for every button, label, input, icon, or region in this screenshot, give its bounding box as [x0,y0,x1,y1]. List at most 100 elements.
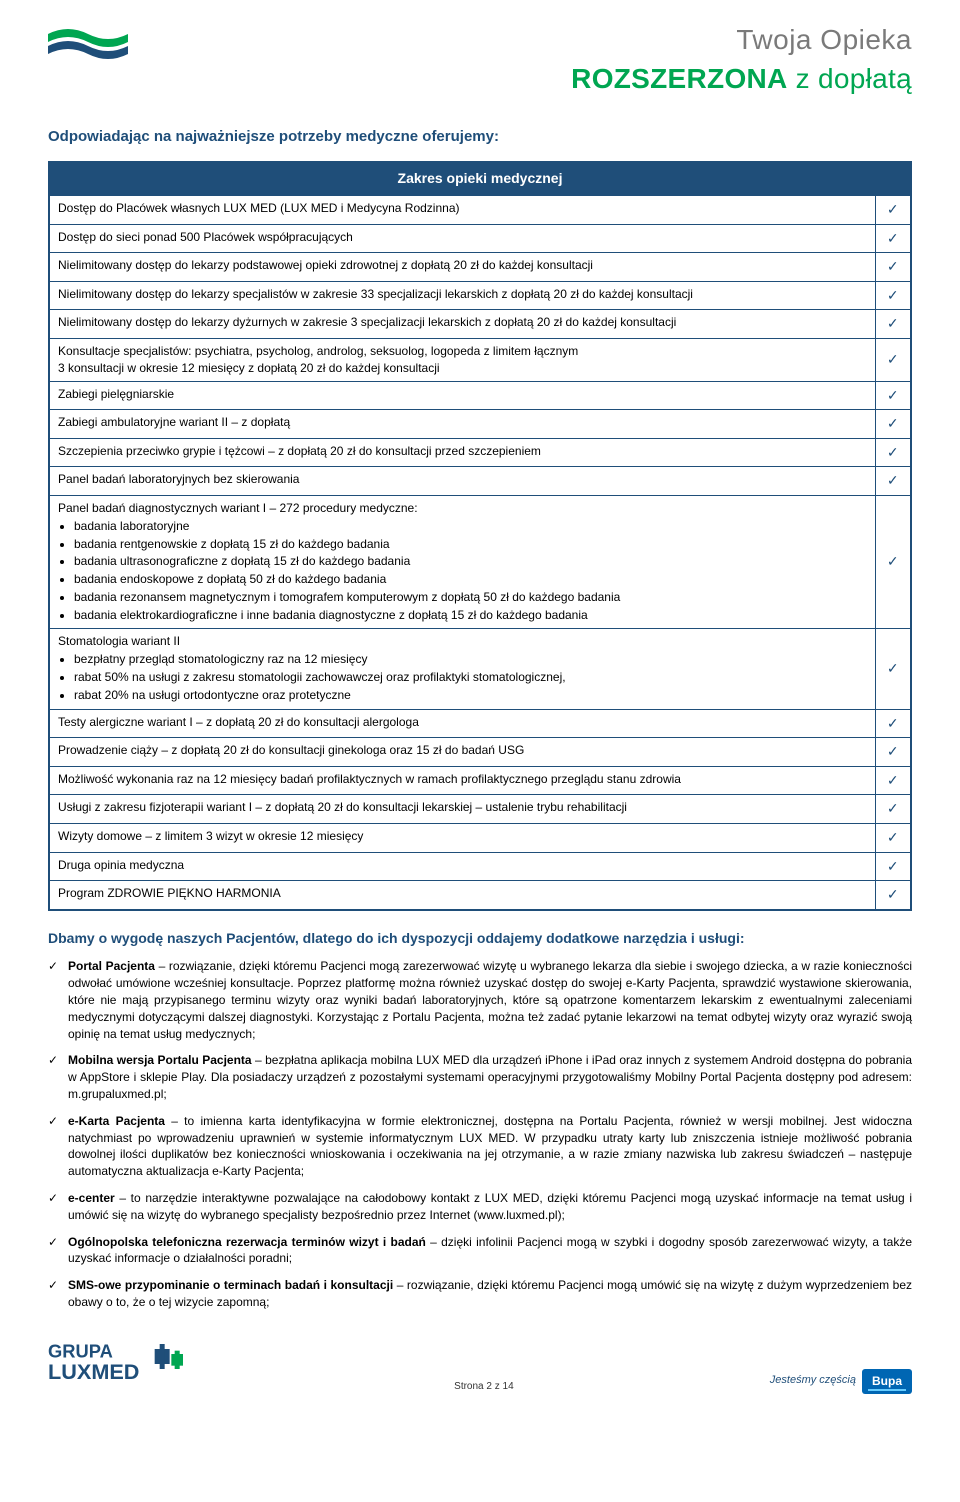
table-cell-check: ✓ [875,824,911,853]
intro-heading: Odpowiadając na najważniejsze potrzeby m… [48,126,912,147]
table-cell-text: Program ZDROWIE PIĘKNO HARMONIA [49,881,875,910]
tools-item-body: – rozwiązanie, dzięki któremu Pacjenci m… [68,959,912,1040]
page: Twoja Opieka ROZSZERZONA z dopłatą Odpow… [0,0,960,1434]
table-cell-check: ✓ [875,709,911,738]
table-row: Stomatologia wariant IIbezpłatny przeglą… [49,629,911,709]
table-cell-text: Możliwość wykonania raz na 12 miesięcy b… [49,766,875,795]
tools-item-lead: e-center [68,1191,115,1205]
table-row: Nielimitowany dostęp do lekarzy dyżurnyc… [49,310,911,339]
table-cell-check: ✓ [875,629,911,709]
table-row: Nielimitowany dostęp do lekarzy specjali… [49,281,911,310]
table-cell-check: ✓ [875,467,911,496]
table-cell-check: ✓ [875,852,911,881]
cell-bullets: badania laboratoryjnebadania rentgenowsk… [74,518,867,624]
table-cell-text: Stomatologia wariant IIbezpłatny przeglą… [49,629,875,709]
bullet-item: badania ultrasonograficzne z dopłatą 15 … [74,553,867,570]
tools-item-body: – to narzędzie interaktywne pozwalające … [68,1191,912,1222]
footer-logo: GRUPA LUXMED [48,1339,198,1394]
table-row: Szczepienia przeciwko grypie i tężcowi –… [49,438,911,467]
table-cell-check: ✓ [875,438,911,467]
tools-item-lead: Ogólnopolska telefoniczna rezerwacja ter… [68,1235,426,1249]
page-header: Twoja Opieka ROZSZERZONA z dopłatą [48,20,912,98]
table-cell-text: Druga opinia medyczna [49,852,875,881]
table-cell-text: Szczepienia przeciwko grypie i tężcowi –… [49,438,875,467]
table-row: Zabiegi ambulatoryjne wariant II – z dop… [49,410,911,439]
table-row: Panel badań laboratoryjnych bez skierowa… [49,467,911,496]
svg-text:LUXMED: LUXMED [48,1359,139,1384]
bupa-label: Jesteśmy częścią [770,1373,856,1388]
table-cell-check: ✓ [875,281,911,310]
grupa-luxmed-logo-icon: GRUPA LUXMED [48,1339,198,1389]
bupa-badge-area: Jesteśmy częścią Bupa [770,1369,912,1394]
table-row: Zabiegi pielęgniarskie✓ [49,381,911,410]
table-cell-text: Usługi z zakresu fizjoterapii wariant I … [49,795,875,824]
tools-item: e-center – to narzędzie interaktywne poz… [48,1190,912,1224]
tools-item: Portal Pacjenta – rozwiązanie, dzięki kt… [48,958,912,1042]
table-row: Program ZDROWIE PIĘKNO HARMONIA✓ [49,881,911,910]
table-header: Zakres opieki medycznej [49,162,911,195]
table-cell-check: ✓ [875,766,911,795]
table-cell-check: ✓ [875,881,911,910]
tools-item-lead: e-Karta Pacjenta [68,1114,165,1128]
bupa-badge: Bupa [862,1369,912,1394]
table-cell-text: Dostęp do Placówek własnych LUX MED (LUX… [49,195,875,224]
header-line2-main: ROZSZERZONA [571,63,787,94]
page-footer: GRUPA LUXMED Strona 2 z 14 Jesteśmy częś… [48,1339,912,1394]
tools-list: Portal Pacjenta – rozwiązanie, dzięki kt… [48,958,912,1310]
table-cell-text: Wizyty domowe – z limitem 3 wizyt w okre… [49,824,875,853]
table-cell-text: Testy alergiczne wariant I – z dopłatą 2… [49,709,875,738]
header-line2-suffix: z dopłatą [788,63,912,94]
header-line2: ROZSZERZONA z dopłatą [571,59,912,98]
table-row: Druga opinia medyczna✓ [49,852,911,881]
table-row: Wizyty domowe – z limitem 3 wizyt w okre… [49,824,911,853]
tools-item-body: – to imienna karta identyfikacyjna w for… [68,1114,912,1178]
table-row: Testy alergiczne wariant I – z dopłatą 2… [49,709,911,738]
page-number: Strona 2 z 14 [454,1380,513,1394]
bullet-item: badania rezonansem magnetycznym i tomogr… [74,589,867,606]
table-row: Prowadzenie ciąży – z dopłatą 20 zł do k… [49,738,911,767]
cell-lead: Panel badań diagnostycznych wariant I – … [58,500,867,517]
table-cell-text: Panel badań diagnostycznych wariant I – … [49,495,875,629]
bullet-item: badania endoskopowe z dopłatą 50 zł do k… [74,571,867,588]
table-cell-check: ✓ [875,195,911,224]
tools-item-lead: Mobilna wersja Portalu Pacjenta [68,1053,252,1067]
tools-item-lead: SMS-owe przypominanie o terminach badań … [68,1278,393,1292]
bullet-item: rabat 50% na usługi z zakresu stomatolog… [74,669,867,686]
table-cell-text: Zabiegi pielęgniarskie [49,381,875,410]
table-cell-check: ✓ [875,224,911,253]
table-cell-text: Prowadzenie ciąży – z dopłatą 20 zł do k… [49,738,875,767]
wave-logo-icon [48,20,168,60]
cell-lead: Stomatologia wariant II [58,633,867,650]
table-row: Usługi z zakresu fizjoterapii wariant I … [49,795,911,824]
tools-item: SMS-owe przypominanie o terminach badań … [48,1277,912,1311]
table-cell-check: ✓ [875,253,911,282]
table-row: Dostęp do sieci ponad 500 Placówek współ… [49,224,911,253]
tools-item: Ogólnopolska telefoniczna rezerwacja ter… [48,1234,912,1268]
scope-table: Zakres opieki medycznej Dostęp do Placów… [48,161,912,910]
bullet-item: badania rentgenowskie z dopłatą 15 zł do… [74,536,867,553]
table-cell-text: Nielimitowany dostęp do lekarzy specjali… [49,281,875,310]
tools-heading: Dbamy o wygodę naszych Pacjentów, dlateg… [48,929,912,949]
bullet-item: badania elektrokardiograficzne i inne ba… [74,607,867,624]
table-cell-text: Nielimitowany dostęp do lekarzy dyżurnyc… [49,310,875,339]
table-cell-check: ✓ [875,410,911,439]
tools-item-lead: Portal Pacjenta [68,959,155,973]
table-cell-text: Konsultacje specjalistów: psychiatra, ps… [49,338,875,381]
tools-item: Mobilna wersja Portalu Pacjenta – bezpła… [48,1052,912,1102]
table-row: Konsultacje specjalistów: psychiatra, ps… [49,338,911,381]
bullet-item: badania laboratoryjne [74,518,867,535]
bullet-item: bezpłatny przegląd stomatologiczny raz n… [74,651,867,668]
table-cell-text: Zabiegi ambulatoryjne wariant II – z dop… [49,410,875,439]
table-cell-check: ✓ [875,738,911,767]
table-row: Możliwość wykonania raz na 12 miesięcy b… [49,766,911,795]
table-cell-check: ✓ [875,338,911,381]
table-cell-check: ✓ [875,795,911,824]
table-row: Dostęp do Placówek własnych LUX MED (LUX… [49,195,911,224]
table-row: Nielimitowany dostęp do lekarzy podstawo… [49,253,911,282]
table-cell-check: ✓ [875,310,911,339]
table-row: Panel badań diagnostycznych wariant I – … [49,495,911,629]
tools-item: e-Karta Pacjenta – to imienna karta iden… [48,1113,912,1180]
header-line1: Twoja Opieka [571,20,912,59]
cell-bullets: bezpłatny przegląd stomatologiczny raz n… [74,651,867,703]
table-cell-check: ✓ [875,381,911,410]
